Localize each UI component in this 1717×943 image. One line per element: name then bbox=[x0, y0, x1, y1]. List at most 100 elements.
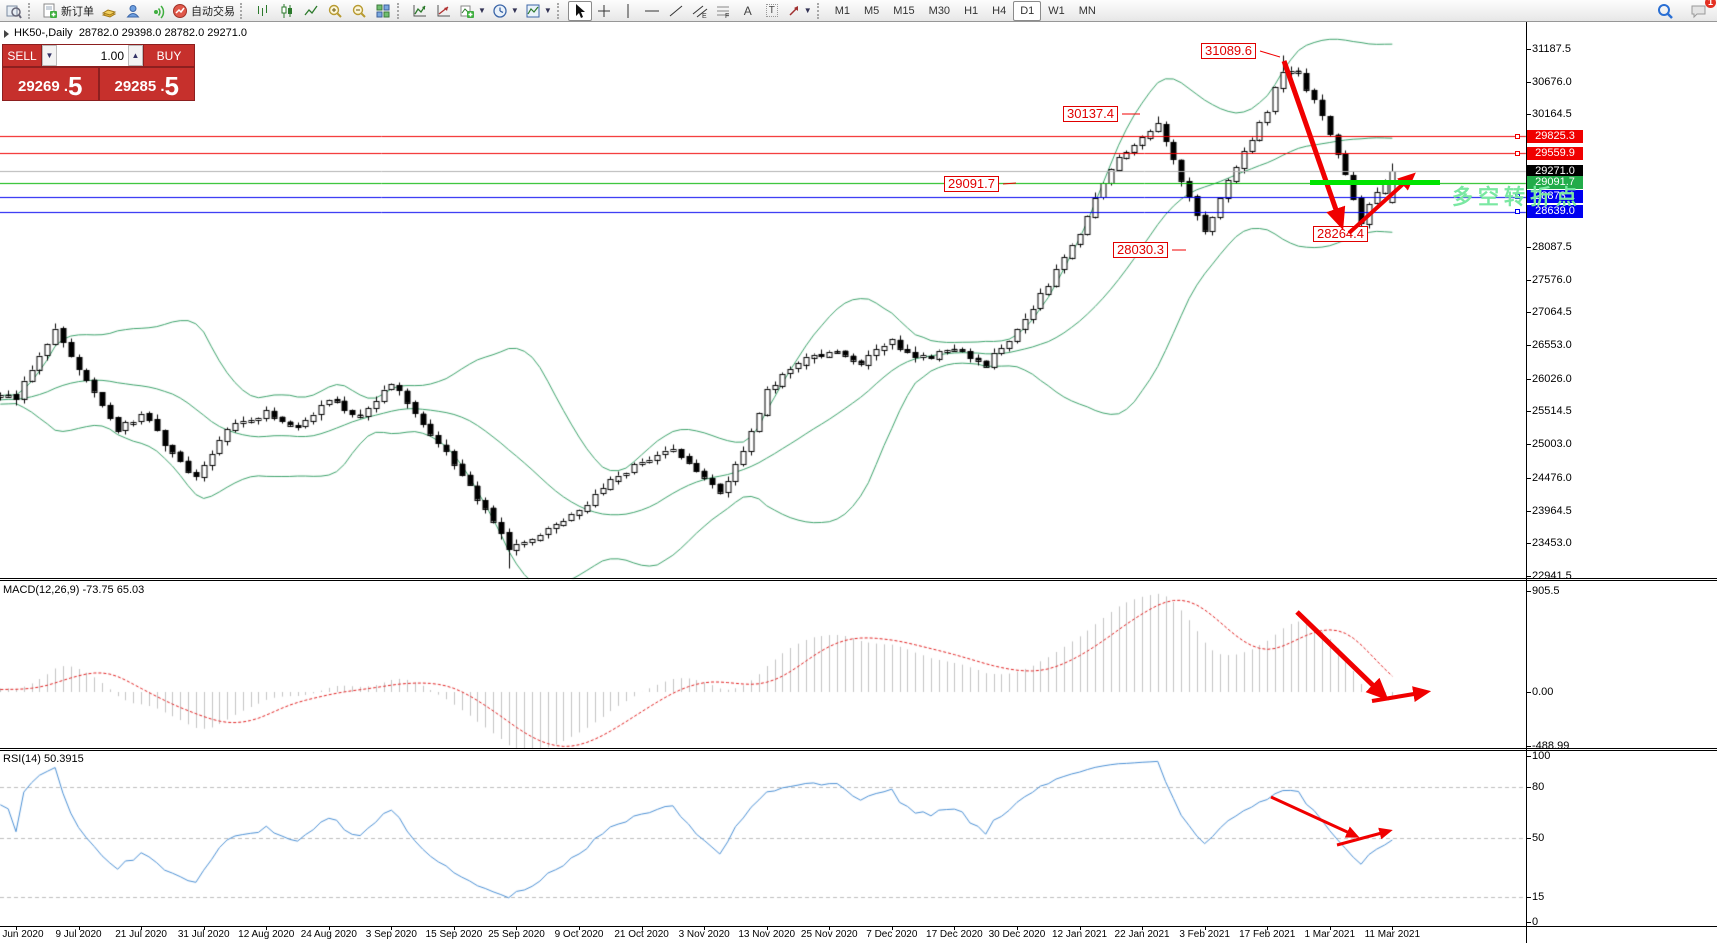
arrows-tool[interactable]: ▼ bbox=[784, 1, 815, 21]
timeframe-h1[interactable]: H1 bbox=[964, 4, 979, 17]
date-tick-mark bbox=[516, 926, 517, 930]
crosshair-tool[interactable] bbox=[592, 1, 616, 21]
collapse-arrow-icon[interactable] bbox=[4, 30, 9, 38]
price-line-chip[interactable]: 29825.3 bbox=[1527, 129, 1583, 143]
price-tick-mark bbox=[1526, 312, 1531, 313]
volume-input[interactable] bbox=[57, 45, 128, 66]
price-line-chip[interactable]: 28873.1 bbox=[1527, 190, 1583, 204]
volume-down-button[interactable]: ▼ bbox=[42, 45, 57, 66]
trend-arrow[interactable] bbox=[1270, 795, 1360, 838]
accounts-icon[interactable] bbox=[121, 1, 145, 21]
buy-button[interactable]: BUY bbox=[143, 44, 195, 67]
trend-arrow[interactable] bbox=[1281, 60, 1346, 231]
volume-stepper: ▼ ▲ bbox=[42, 44, 143, 67]
price-line-chip[interactable]: 28639.0 bbox=[1527, 205, 1583, 219]
line-handle[interactable] bbox=[1515, 194, 1520, 200]
date-label: 12 Aug 2020 bbox=[238, 929, 295, 940]
price-line-chip[interactable]: 29271.0 bbox=[1527, 164, 1583, 178]
trend-arrow[interactable] bbox=[1295, 610, 1389, 701]
line-handle[interactable] bbox=[1515, 150, 1520, 156]
trend-arrow[interactable] bbox=[1347, 172, 1416, 235]
dropdown-caret-icon: ▼ bbox=[543, 6, 552, 15]
autotrade-button[interactable]: 自动交易 bbox=[169, 1, 238, 21]
price-tick-label: 23964.5 bbox=[1532, 504, 1572, 517]
period-selector-button[interactable]: ▼ bbox=[489, 1, 522, 21]
toolbar: 新订单 自动交易 ▼ ▼ ▼ E F A T ▼ M1 M5 M15 M30 H1 H4 D… bbox=[0, 0, 1717, 22]
vertical-line-tool[interactable] bbox=[616, 1, 640, 21]
price-tick-mark bbox=[1526, 511, 1531, 512]
line-chart-icon[interactable] bbox=[299, 1, 323, 21]
timeframe-m15[interactable]: M15 bbox=[893, 4, 915, 17]
price-tick-mark bbox=[1526, 345, 1531, 346]
trendline-tool[interactable] bbox=[664, 1, 688, 21]
bar-chart-icon[interactable] bbox=[251, 1, 275, 21]
price-annotation-box[interactable]: 29091.7 bbox=[944, 176, 999, 192]
timeframe-w1[interactable]: W1 bbox=[1048, 4, 1065, 17]
support-highlight-bar[interactable] bbox=[1310, 180, 1440, 185]
price-annotation-box[interactable]: 28030.3 bbox=[1113, 242, 1168, 258]
signal-icon[interactable] bbox=[145, 1, 169, 21]
price-tick-label: 22941.5 bbox=[1532, 569, 1572, 582]
toolbar-grip bbox=[816, 2, 824, 19]
price-tick-label: 27064.5 bbox=[1532, 306, 1572, 319]
price-annotation-box[interactable]: 31089.6 bbox=[1201, 43, 1256, 59]
chinese-note-text[interactable]: 多空转折点 bbox=[1452, 186, 1582, 209]
cursor-tool[interactable] bbox=[567, 0, 592, 21]
candle-chart-icon[interactable] bbox=[275, 1, 299, 21]
date-tick-mark bbox=[391, 926, 392, 930]
price-line-chip[interactable]: 29091.7 bbox=[1527, 176, 1583, 190]
line-handle[interactable] bbox=[1515, 209, 1520, 215]
zoom-out-icon[interactable] bbox=[347, 1, 371, 21]
price-annotation-box[interactable]: 30137.4 bbox=[1063, 106, 1118, 122]
annotation-connector[interactable] bbox=[1002, 182, 1017, 185]
timeframe-h4[interactable]: H4 bbox=[992, 4, 1007, 17]
buy-price[interactable]: 29285 .5 bbox=[98, 67, 195, 101]
trend-arrow[interactable] bbox=[1371, 686, 1432, 703]
rsi-tick-label: 100 bbox=[1532, 750, 1551, 762]
add-indicator-button[interactable]: ▼ bbox=[456, 1, 489, 21]
rsi-tick-mark bbox=[1526, 897, 1531, 898]
macd-tick-mark bbox=[1526, 591, 1531, 592]
template-button[interactable]: ▼ bbox=[522, 1, 555, 21]
sell-button[interactable]: SELL bbox=[2, 44, 42, 67]
timeframe-d1[interactable]: D1 bbox=[1013, 0, 1042, 21]
objects-icon[interactable] bbox=[432, 1, 456, 21]
trend-arrow[interactable] bbox=[1336, 827, 1393, 847]
tile-windows-icon[interactable] bbox=[371, 1, 395, 21]
volume-up-button[interactable]: ▲ bbox=[128, 45, 143, 66]
date-label: 29 Jun 2020 bbox=[0, 929, 44, 940]
price-tick-mark bbox=[1526, 82, 1531, 83]
panel-separator[interactable] bbox=[0, 748, 1717, 749]
history-book-icon[interactable] bbox=[97, 1, 121, 21]
price-tick-mark bbox=[1526, 444, 1531, 445]
chart-shift-icon[interactable] bbox=[2, 1, 26, 21]
horizontal-line-tool[interactable] bbox=[640, 1, 664, 21]
text-tool[interactable]: A bbox=[743, 3, 752, 18]
zoom-in-icon[interactable] bbox=[323, 1, 347, 21]
annotation-connector[interactable] bbox=[1259, 50, 1281, 58]
svg-text:E: E bbox=[702, 13, 707, 19]
panel-separator[interactable] bbox=[0, 580, 1717, 581]
timeframe-m30[interactable]: M30 bbox=[928, 4, 951, 17]
date-tick-mark bbox=[1080, 926, 1081, 930]
equidistant-channel-tool[interactable]: E bbox=[688, 1, 712, 21]
timeframe-m5[interactable]: M5 bbox=[863, 4, 880, 17]
new-order-button[interactable]: 新订单 bbox=[39, 1, 97, 21]
macd-label: MACD(12,26,9) -73.75 65.03 bbox=[3, 584, 145, 596]
date-label: 7 Dec 2020 bbox=[866, 929, 918, 940]
line-handle[interactable] bbox=[1515, 133, 1520, 139]
text-label-tool[interactable]: T bbox=[760, 1, 784, 21]
price-line-chip[interactable]: 29559.9 bbox=[1527, 146, 1583, 160]
notifications-icon[interactable]: 1 bbox=[1687, 0, 1716, 21]
search-icon[interactable] bbox=[1653, 1, 1677, 21]
new-order-label: 新订单 bbox=[61, 5, 94, 18]
panel-separator[interactable] bbox=[0, 578, 1717, 579]
timeframe-m1[interactable]: M1 bbox=[834, 4, 850, 17]
panel-separator[interactable] bbox=[0, 750, 1717, 751]
timeframe-mn[interactable]: MN bbox=[1078, 4, 1096, 17]
date-tick-mark bbox=[892, 926, 893, 930]
indicators-icon[interactable] bbox=[408, 1, 432, 21]
sell-price[interactable]: 29269 .5 bbox=[2, 67, 99, 101]
fibonacci-tool[interactable]: F bbox=[712, 1, 736, 21]
